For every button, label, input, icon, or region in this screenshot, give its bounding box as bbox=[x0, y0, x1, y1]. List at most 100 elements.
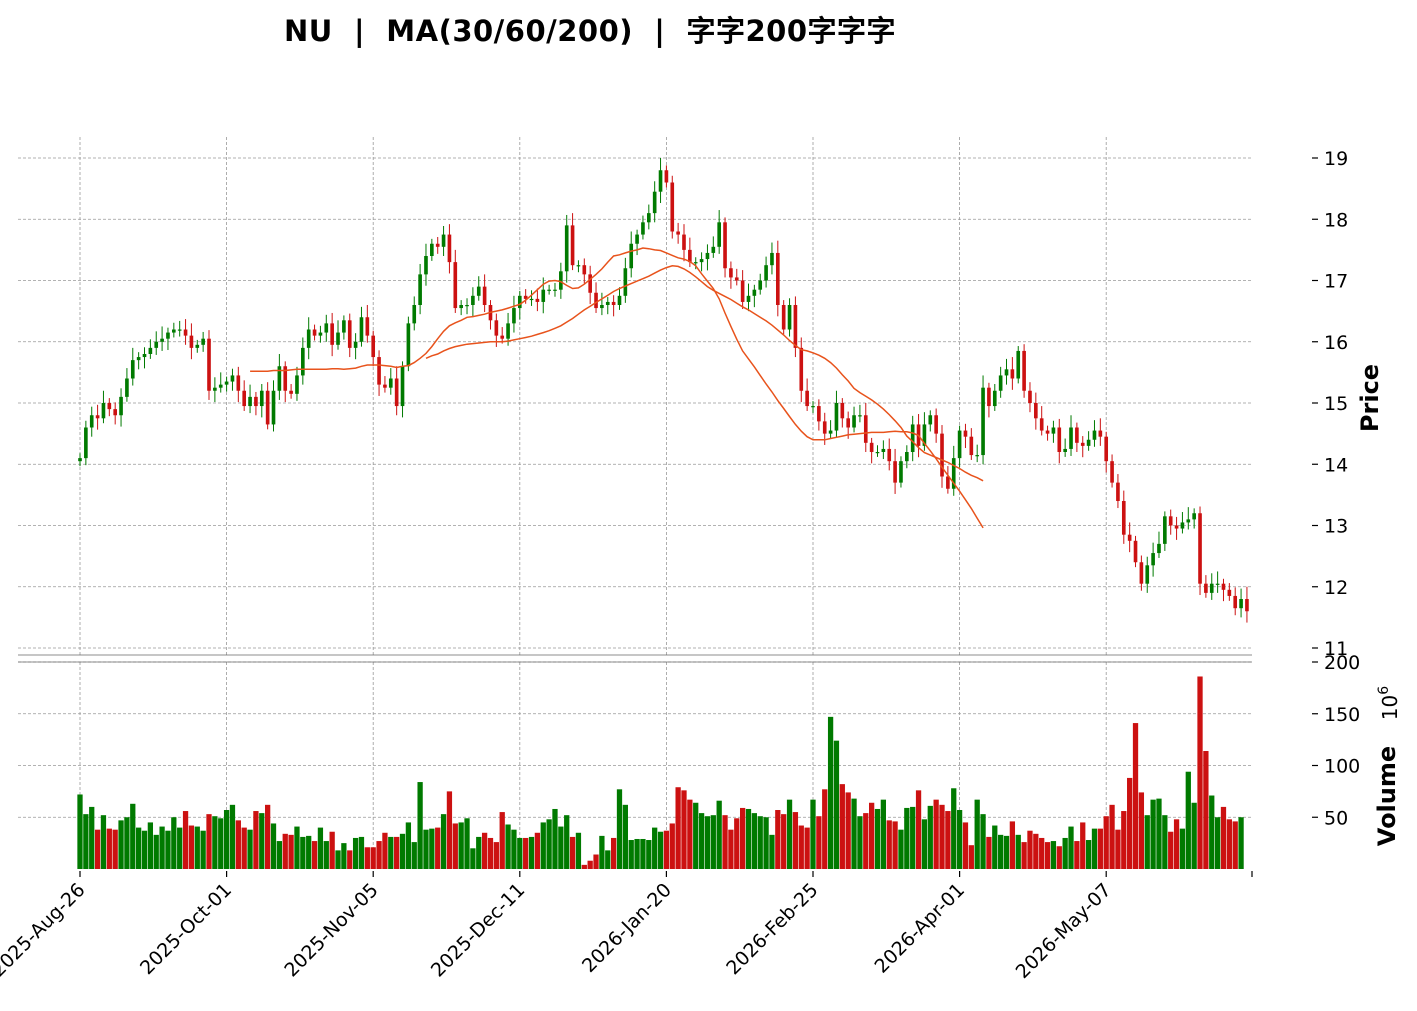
candle-body bbox=[752, 289, 757, 296]
volume-bar bbox=[610, 837, 617, 869]
volume-bar bbox=[904, 807, 910, 869]
volume-bar bbox=[194, 826, 200, 869]
candle-body bbox=[1215, 583, 1220, 585]
volume-bar bbox=[288, 834, 294, 869]
volume-bar bbox=[804, 827, 810, 869]
volume-bar bbox=[159, 826, 165, 869]
candle-body bbox=[711, 246, 716, 253]
candle-body bbox=[347, 320, 352, 348]
candle-body bbox=[523, 295, 528, 299]
candle-body bbox=[101, 403, 106, 419]
volume-bar bbox=[1009, 821, 1016, 869]
volume-bar bbox=[394, 836, 400, 869]
volume-bar bbox=[1115, 829, 1121, 869]
volume-bar bbox=[347, 850, 353, 869]
volume-bar bbox=[1168, 831, 1174, 869]
candle-body bbox=[1075, 427, 1079, 443]
volume-bar bbox=[241, 827, 247, 869]
x-tick-label: 2026-Apr-01 bbox=[871, 879, 970, 978]
volume-bar bbox=[423, 829, 429, 869]
volume-bar bbox=[141, 830, 148, 869]
candle-body bbox=[1121, 501, 1126, 535]
volume-bar bbox=[1109, 804, 1115, 869]
price-tick-label: 19 bbox=[1324, 148, 1348, 170]
candle-body bbox=[547, 289, 551, 291]
volume-bar bbox=[417, 782, 423, 869]
volume-bar bbox=[270, 823, 277, 869]
candle-body bbox=[817, 406, 821, 422]
grid bbox=[18, 137, 1252, 869]
volume-bar bbox=[933, 799, 939, 869]
candle-body bbox=[682, 234, 686, 250]
volume-bar bbox=[968, 845, 974, 869]
volume-bar bbox=[1232, 821, 1238, 869]
candle-body bbox=[793, 305, 798, 348]
candle-body bbox=[705, 252, 710, 260]
volume-bar bbox=[1197, 676, 1203, 869]
candle-body bbox=[594, 292, 598, 309]
volume-bar bbox=[898, 829, 904, 869]
candle-body bbox=[418, 274, 422, 305]
volume-bar bbox=[1044, 842, 1051, 869]
volume-bar bbox=[429, 828, 435, 869]
volume-bar bbox=[992, 825, 998, 869]
x-tick-label: 2025-Nov-05 bbox=[280, 879, 382, 981]
volume-bar bbox=[575, 832, 582, 869]
candle-body bbox=[641, 222, 645, 235]
volume-bar bbox=[816, 816, 822, 869]
volume-bar bbox=[493, 842, 499, 869]
volume-bar bbox=[171, 817, 177, 869]
volume-bar bbox=[1015, 834, 1021, 869]
candle-body bbox=[207, 338, 211, 391]
candle-body bbox=[764, 265, 768, 281]
candle-body bbox=[869, 442, 874, 452]
candle-body bbox=[946, 476, 950, 489]
candle-body bbox=[95, 415, 100, 419]
volume-bar bbox=[1103, 816, 1109, 869]
candle-body bbox=[1127, 534, 1132, 541]
candle-body bbox=[846, 418, 851, 428]
candle-body bbox=[277, 366, 282, 391]
volume-bar bbox=[464, 818, 470, 869]
x-tick-label: 2026-Jan-20 bbox=[578, 879, 676, 977]
candle-body bbox=[1227, 589, 1232, 596]
candle-body bbox=[975, 455, 980, 457]
x-tick-label: 2026-May-07 bbox=[1012, 879, 1116, 983]
candle-body bbox=[400, 366, 405, 407]
volume-bar bbox=[1203, 751, 1209, 869]
candle-body bbox=[412, 305, 417, 324]
candle-body bbox=[805, 390, 809, 407]
candles bbox=[78, 158, 1249, 623]
candle-body bbox=[295, 375, 299, 394]
volume-bar bbox=[1033, 833, 1039, 869]
volume-bar bbox=[341, 843, 347, 869]
volume-bar bbox=[1144, 815, 1150, 869]
volume-tick-label: 50 bbox=[1324, 807, 1348, 829]
candle-body bbox=[482, 286, 487, 305]
volume-bar bbox=[1039, 837, 1045, 869]
volume-bar bbox=[77, 794, 83, 869]
candle-body bbox=[1151, 553, 1155, 566]
candle-body bbox=[388, 378, 393, 388]
volume-bar bbox=[769, 834, 775, 869]
volume-bar bbox=[546, 819, 552, 869]
volume-bar bbox=[810, 799, 816, 869]
candle-body bbox=[113, 409, 118, 416]
candle-body bbox=[822, 421, 827, 434]
candle-body bbox=[1034, 403, 1038, 419]
volume-bar bbox=[200, 830, 206, 869]
volume-bar bbox=[622, 804, 628, 869]
candle-body bbox=[1198, 513, 1202, 584]
volume-bar bbox=[1121, 811, 1127, 869]
volume-bar bbox=[335, 850, 341, 869]
volume-bar bbox=[1138, 792, 1145, 869]
volume-bar bbox=[716, 800, 722, 869]
volume-bar bbox=[534, 832, 541, 869]
candle-body bbox=[1145, 565, 1150, 584]
candle-body bbox=[453, 262, 458, 309]
candle-body bbox=[905, 452, 909, 462]
candle-body bbox=[154, 341, 159, 348]
volume-bar bbox=[411, 842, 417, 869]
volume-bar bbox=[652, 827, 658, 869]
candle-body bbox=[517, 295, 522, 309]
